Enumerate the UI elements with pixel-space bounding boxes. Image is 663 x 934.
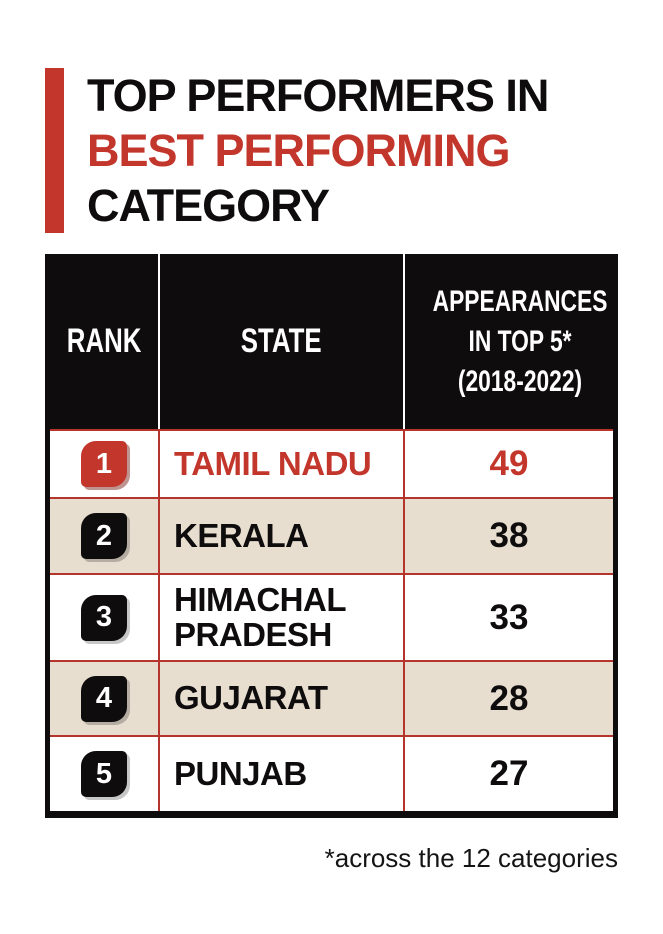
appearances-value: 49	[489, 444, 529, 483]
appearances-value: 27	[489, 754, 529, 793]
column-header-state: STATE	[160, 254, 405, 429]
table-row-rank-1: 1 TAMIL NADU 49	[50, 429, 613, 497]
rank-badge: 1	[81, 441, 127, 487]
rank-cell: 4	[50, 662, 160, 735]
rank-badge: 2	[81, 513, 127, 559]
rank-cell: 3	[50, 575, 160, 660]
page-title: TOP PERFORMERS IN BEST PERFORMING CATEGO…	[87, 68, 549, 233]
title-line-2: BEST PERFORMING	[87, 125, 511, 176]
table-row-rank-2: 2 KERALA 38	[50, 497, 613, 573]
appearances-value: 28	[489, 678, 529, 718]
state-name: KERALA	[160, 499, 405, 573]
appearances-value: 33	[489, 597, 529, 637]
title-line-3: CATEGORY	[87, 180, 330, 231]
state-name: TAMIL NADU	[160, 431, 405, 497]
column-header-state-label: STATE	[241, 322, 322, 360]
table-row-rank-3: 3 HIMACHAL PRADESH 33	[50, 573, 613, 660]
rank-cell: 5	[50, 737, 160, 811]
state-name: GUJARAT	[160, 662, 405, 735]
title-line-1: TOP PERFORMERS IN	[87, 70, 549, 121]
column-header-rank: RANK	[50, 254, 160, 429]
infographic-page: TOP PERFORMERS IN BEST PERFORMING CATEGO…	[0, 68, 663, 934]
footnote: *across the 12 categories	[324, 843, 618, 873]
rankings-table: RANK STATE APPEARANCES IN TOP 5* (2018-2…	[45, 254, 618, 818]
state-name: PUNJAB	[160, 737, 405, 811]
rank-badge: 3	[81, 594, 127, 641]
rank-badge: 4	[81, 675, 127, 722]
table-row-rank-4: 4 GUJARAT 28	[50, 660, 613, 735]
column-header-appearances: APPEARANCES IN TOP 5* (2018-2022)	[405, 254, 635, 429]
title-accent-bar	[45, 68, 64, 233]
title-block: TOP PERFORMERS IN BEST PERFORMING CATEGO…	[45, 68, 663, 233]
table-header-row: RANK STATE APPEARANCES IN TOP 5* (2018-2…	[50, 254, 613, 429]
rank-badge: 5	[81, 751, 127, 797]
column-header-rank-label: RANK	[66, 322, 142, 360]
appearances-value: 38	[489, 516, 529, 555]
table-row-rank-5: 5 PUNJAB 27	[50, 735, 613, 811]
rank-cell: 2	[50, 499, 160, 573]
column-header-appearances-label: APPEARANCES IN TOP 5* (2018-2022)	[432, 284, 608, 398]
state-name: HIMACHAL PRADESH	[160, 575, 405, 660]
rank-cell: 1	[50, 431, 160, 497]
